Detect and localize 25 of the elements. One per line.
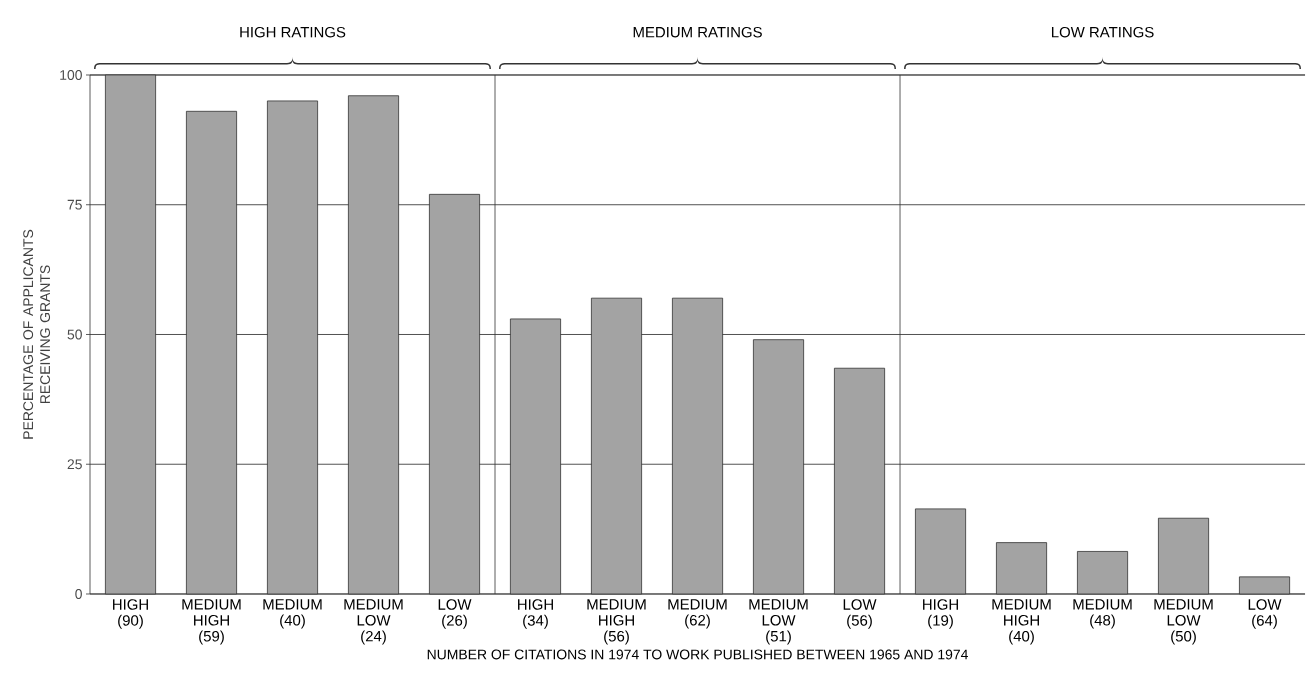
text: HIGH RATINGS [240,26,346,38]
x-tick-label: HIGH (90) [113,599,148,629]
y-axis-title: PERCENTAGE OF APPLICANTS RECEIVING GRANTS [23,229,51,439]
x-tick-label: MEDIUM HIGH (59) [182,599,241,645]
x-axis-title: NUMBER OF CITATIONS IN 1974 TO WORK PUBLISHED BETWEEN 1965 AND 1974 [427,649,968,660]
y-tick-label: 50 [67,329,82,340]
x-tick-label: LOW (26) [438,599,472,629]
x-tick-label: MEDIUM (40) [263,599,322,629]
y-tick-label: 25 [67,459,82,470]
y-tick-label: 75 [67,199,82,210]
text: MEDIUM RATINGS [633,26,762,38]
x-tick-label: HIGH (34) [518,599,553,629]
x-tick-label: MEDIUM HIGH (56) [587,599,646,645]
x-tick-label: LOW (56) [843,599,877,629]
x-tick-label: MEDIUM LOW (50) [1154,599,1213,645]
x-tick-label: MEDIUM HIGH (40) [992,599,1051,645]
y-tick-label: 0 [75,589,82,599]
x-tick-label: LOW (64) [1248,599,1282,629]
x-tick-label: MEDIUM (48) [1073,599,1132,629]
y-tick-label: 100 [60,70,82,80]
text: LOW RATINGS [1051,26,1154,38]
x-tick-label: MEDIUM LOW (51) [749,599,808,645]
x-tick-label: MEDIUM LOW (24) [344,599,403,645]
x-tick-label: HIGH (19) [923,599,958,629]
x-tick-label: MEDIUM (62) [668,599,727,629]
